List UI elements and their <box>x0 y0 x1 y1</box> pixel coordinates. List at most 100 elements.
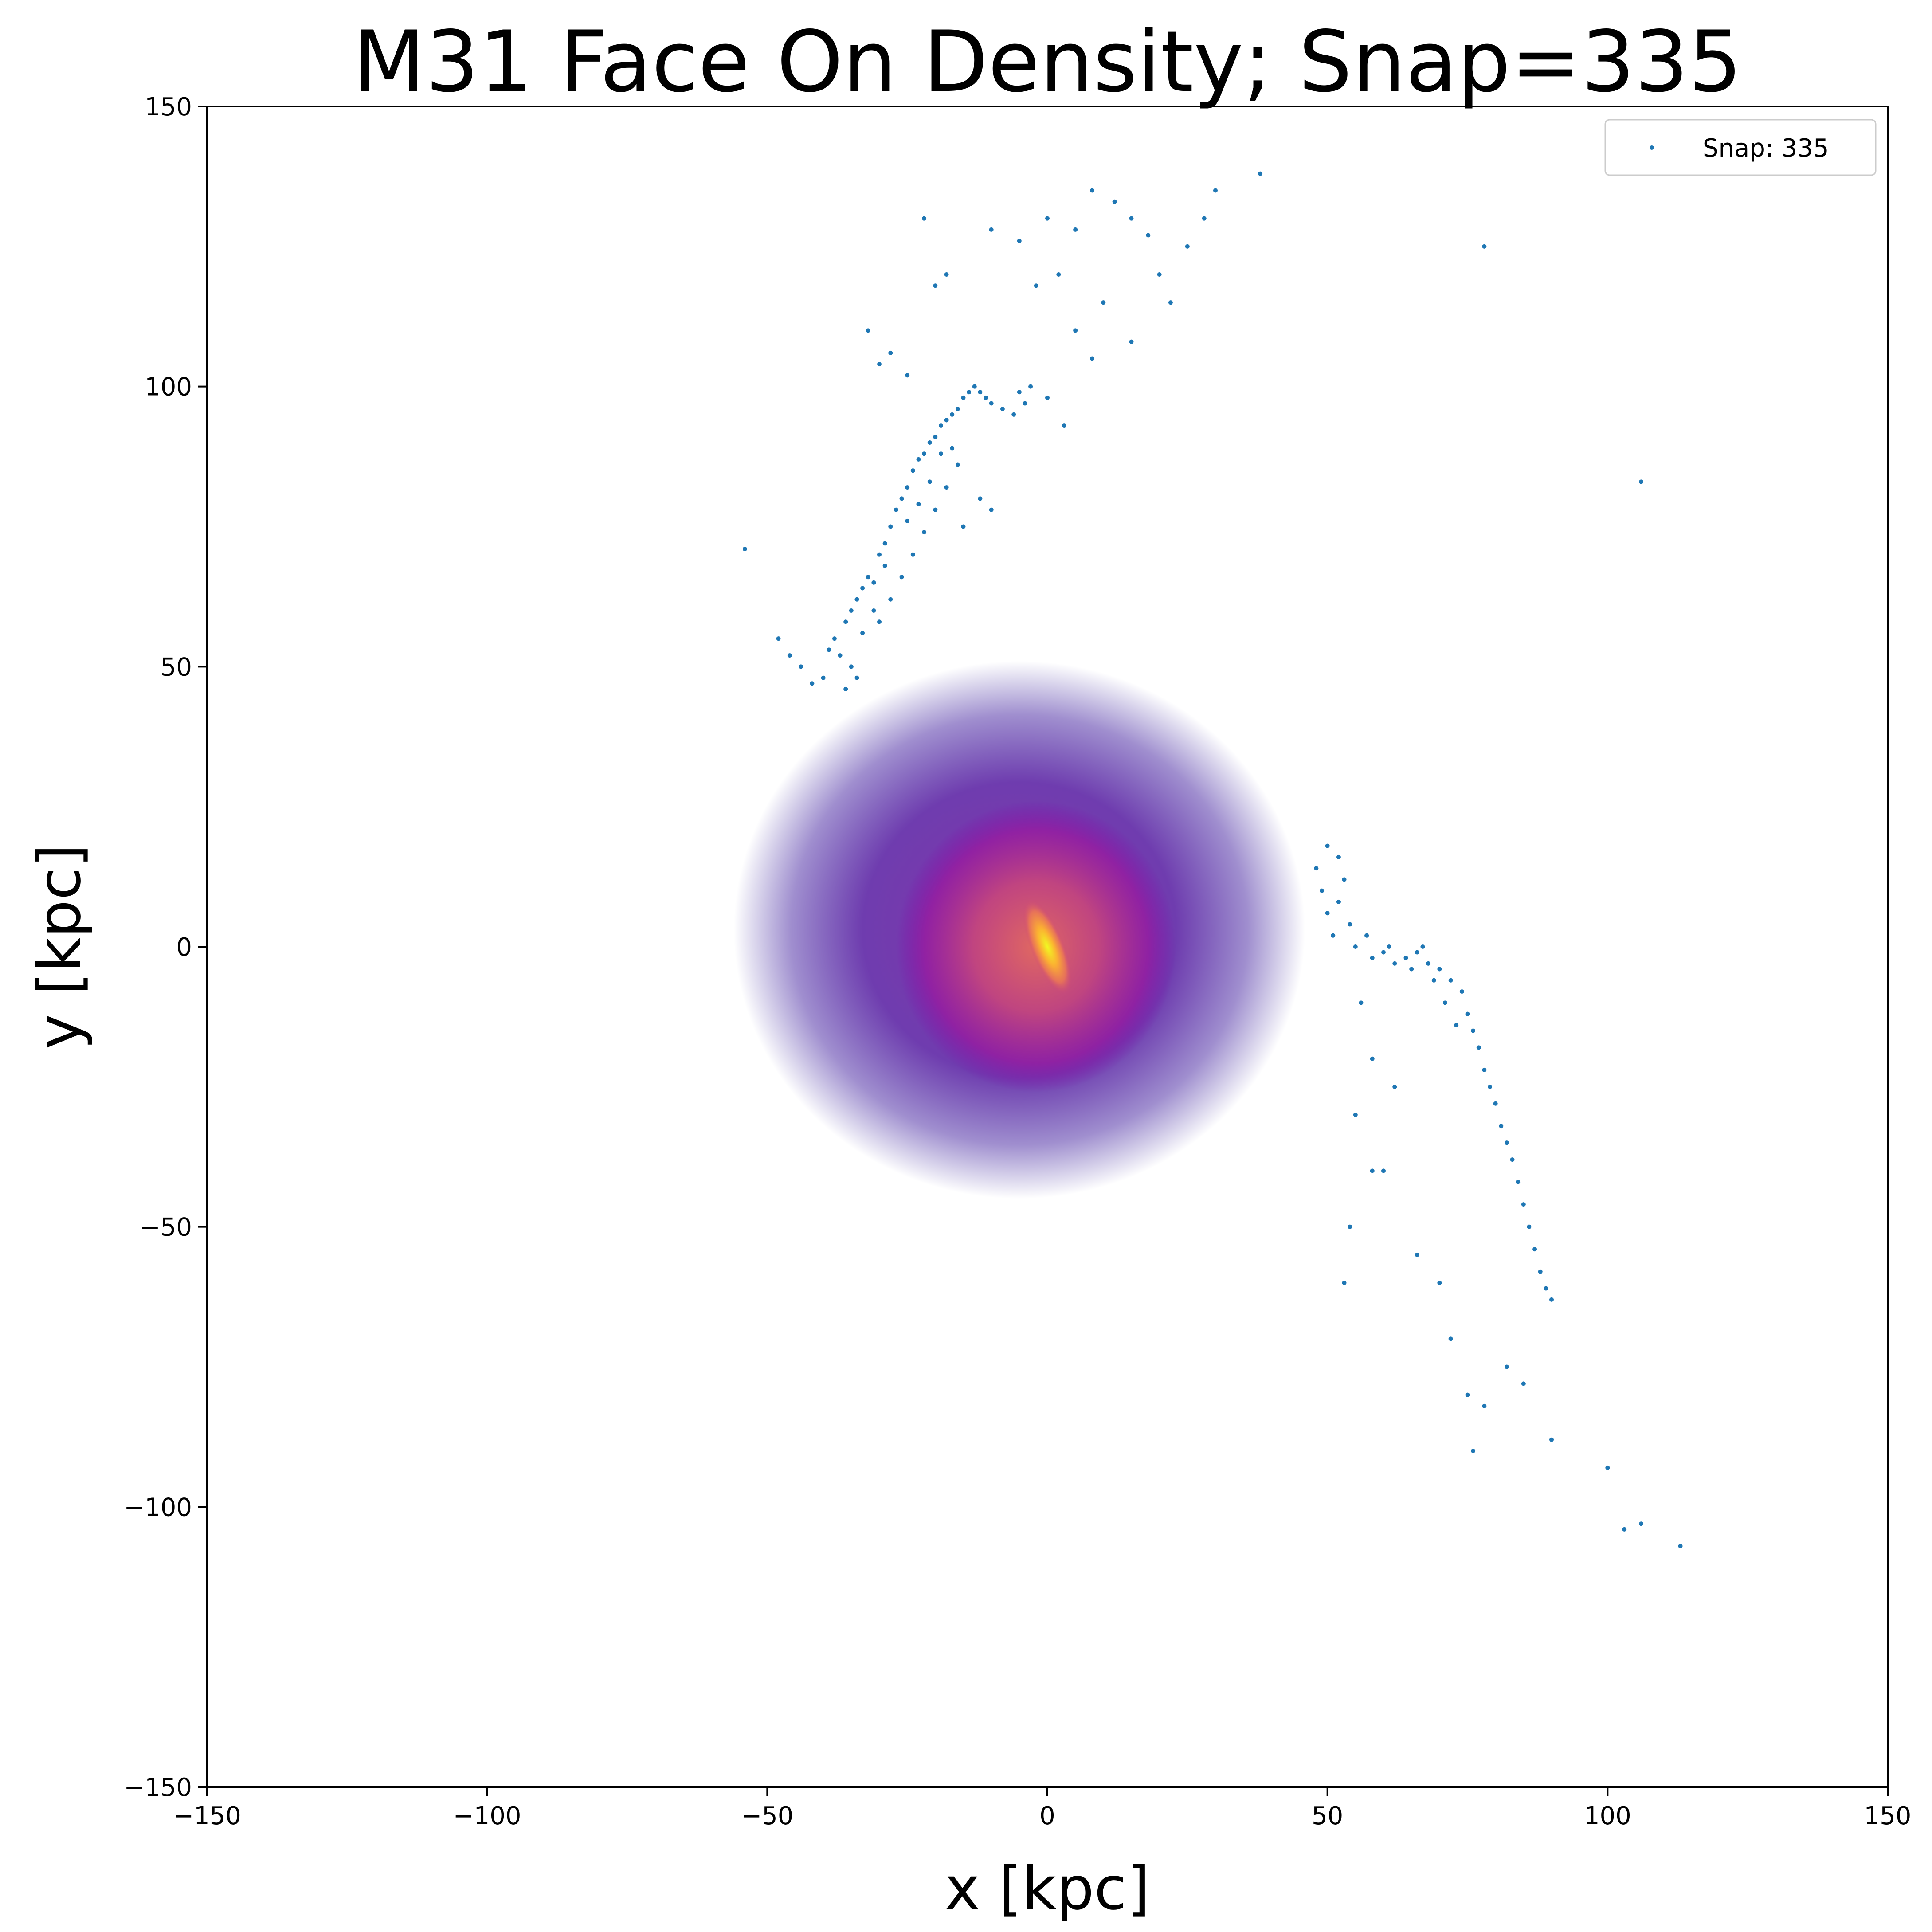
legend-entry-label: Snap: 335 <box>1703 134 1829 163</box>
scatter-point <box>1023 401 1027 406</box>
x-tick-label: 100 <box>1584 1802 1631 1830</box>
scatter-point <box>910 552 915 557</box>
x-tick-label: 150 <box>1864 1802 1912 1830</box>
scatter-point <box>967 390 972 395</box>
scatter-point <box>1549 1437 1554 1442</box>
scatter-point <box>1521 1202 1526 1207</box>
x-tick-label: 0 <box>1039 1802 1055 1830</box>
scatter-point <box>871 580 876 585</box>
chart-title: M31 Face On Density; Snap=335 <box>353 13 1742 111</box>
x-tick-label: −50 <box>741 1802 793 1830</box>
scatter-point <box>1056 272 1061 277</box>
scatter-point <box>1359 1000 1364 1005</box>
scatter-point <box>989 401 994 406</box>
scatter-point <box>1157 272 1162 277</box>
scatter-point <box>961 395 966 400</box>
scatter-point <box>1420 944 1425 949</box>
scatter-point <box>1381 1168 1386 1173</box>
scatter-point <box>1415 950 1419 955</box>
scatter-point <box>894 507 898 512</box>
scatter-point <box>1370 1056 1375 1061</box>
scatter-point <box>849 664 854 669</box>
scatter-point <box>1448 978 1453 983</box>
scatter-point <box>1202 216 1207 221</box>
scatter-point <box>1045 395 1050 400</box>
scatter-point <box>1185 244 1190 249</box>
scatter-point <box>1370 956 1375 960</box>
y-tick-label: 0 <box>176 933 192 962</box>
y-tick-label: 150 <box>145 93 192 121</box>
scatter-point <box>1073 227 1078 232</box>
scatter-point <box>1342 1281 1347 1285</box>
legend-box <box>1604 119 1877 176</box>
scatter-point <box>1314 866 1319 871</box>
scatter-point <box>927 479 932 484</box>
scatter-point <box>922 451 927 456</box>
scatter-point <box>1471 1028 1476 1033</box>
scatter-point <box>1370 1168 1375 1173</box>
scatter-point <box>905 373 910 378</box>
scatter-point <box>849 608 854 613</box>
scatter-point <box>1320 888 1325 893</box>
scatter-point <box>888 524 893 529</box>
scatter-point <box>1504 1140 1509 1145</box>
scatter-point <box>1364 933 1369 938</box>
scatter-point <box>1112 199 1117 204</box>
scatter-point <box>1426 961 1431 966</box>
scatter-point <box>1639 1521 1644 1526</box>
scatter-point <box>1101 300 1106 305</box>
scatter-point <box>1549 1297 1554 1302</box>
scatter-point <box>1482 244 1487 249</box>
scatter-point <box>877 362 882 367</box>
scatter-point <box>910 468 915 473</box>
scatter-point <box>922 216 927 221</box>
scatter-point <box>1348 1224 1352 1229</box>
scatter-point <box>854 597 859 602</box>
x-tick-label: 50 <box>1312 1802 1343 1830</box>
scatter-point <box>1493 1101 1498 1106</box>
scatter-point <box>1353 944 1358 949</box>
scatter-point <box>1516 1180 1521 1184</box>
scatter-point <box>989 507 994 512</box>
y-tick-label: −100 <box>124 1493 192 1522</box>
legend: Snap: 335 <box>1604 119 1877 176</box>
scatter-point <box>838 653 843 658</box>
scatter-point <box>1387 944 1391 949</box>
density-map <box>733 661 1305 1199</box>
scatter-point <box>933 283 938 288</box>
scatter-point <box>1431 978 1436 983</box>
scatter-point <box>860 586 865 591</box>
scatter-point <box>799 664 803 669</box>
scatter-point <box>888 597 893 602</box>
scatter-point <box>1538 1269 1543 1274</box>
scatter-point <box>1348 922 1352 927</box>
scatter-point <box>1381 950 1386 955</box>
scatter-point <box>882 563 887 568</box>
scatter-point <box>1045 216 1050 221</box>
scatter-point <box>1258 171 1263 176</box>
scatter-point <box>1168 300 1173 305</box>
scatter-point <box>961 524 966 529</box>
scatter-point <box>1437 1281 1442 1285</box>
scatter-point <box>1336 899 1341 904</box>
scatter-point <box>1129 216 1134 221</box>
scatter-point <box>1213 188 1218 193</box>
scatter-point <box>938 423 943 428</box>
scatter-point <box>866 575 870 580</box>
scatter-point <box>1527 1224 1532 1229</box>
scatter-point <box>1392 961 1397 966</box>
scatter-point <box>899 496 904 501</box>
scatter-point <box>1090 188 1095 193</box>
scatter-point <box>860 631 865 635</box>
scatter-point <box>1471 1449 1476 1453</box>
scatter-point <box>978 390 983 395</box>
scatter-point <box>989 227 994 232</box>
y-tick-label: 50 <box>161 653 192 682</box>
scatter-point <box>742 547 747 552</box>
scatter-point <box>1409 967 1414 972</box>
scatter-point <box>854 675 859 680</box>
scatter-point <box>810 681 815 686</box>
scatter-point <box>1415 1252 1419 1257</box>
scatter-point <box>787 653 792 658</box>
scatter-point <box>1129 339 1134 344</box>
